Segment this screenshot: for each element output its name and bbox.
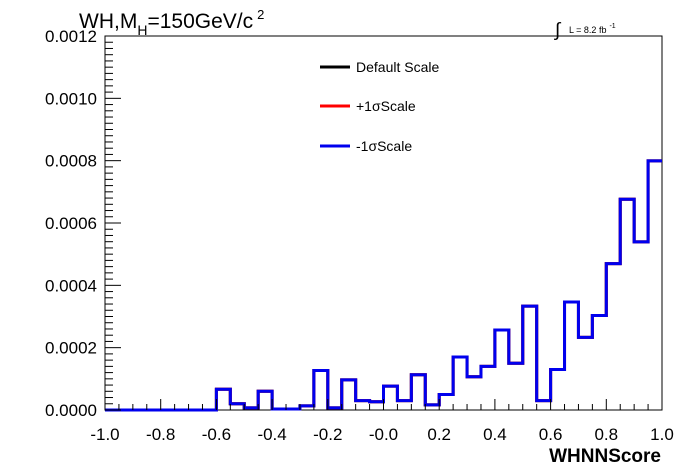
- series-layer: [105, 159, 662, 412]
- y-tick-label: 0.0012: [45, 27, 97, 46]
- chart-title: WH,MH=150GeV/c 2: [79, 7, 264, 38]
- x-tick-label: 0.8: [594, 425, 618, 444]
- x-tick-label: -0.6: [202, 425, 231, 444]
- legend: Default Scale +1σScale -1σScale: [320, 59, 439, 154]
- y-tick-label: 0.0000: [45, 401, 97, 420]
- y-tick-label: 0.0008: [45, 152, 97, 171]
- y-tick-label: 0.0004: [45, 276, 97, 295]
- luminosity-label: L = 8.2 fb -1: [569, 23, 616, 35]
- legend-label-minus1sigma: -1σScale: [356, 138, 412, 154]
- x-tick-label: 0.4: [483, 425, 507, 444]
- x-tick-label: -0.8: [146, 425, 175, 444]
- x-tick-label: 0.2: [427, 425, 451, 444]
- x-axis-title: WHNNScore: [549, 446, 661, 467]
- x-axis: -1.0 -0.8 -0.6 -0.4 -0.2 -0.0 0.2 0.4 0.6 0.8 1.0: [90, 399, 674, 444]
- x-tick-label: 1.0: [650, 425, 674, 444]
- legend-label-plus1sigma: +1σScale: [356, 98, 416, 114]
- y-axis: 0.0000 0.0002 0.0004 0.0006 0.0008 0.0010 0.00…: [45, 27, 121, 420]
- x-tick-label: 0.6: [539, 425, 563, 444]
- y-tick-label: 0.0010: [45, 89, 97, 108]
- y-tick-label: 0.0002: [45, 339, 97, 358]
- x-tick-label: -0.0: [369, 425, 398, 444]
- y-tick-label: 0.0006: [45, 214, 97, 233]
- x-tick-label: -0.4: [257, 425, 286, 444]
- x-tick-label: -0.2: [313, 425, 342, 444]
- x-tick-label: -1.0: [90, 425, 119, 444]
- integral-symbol: ∫: [554, 20, 562, 41]
- legend-label-default: Default Scale: [356, 59, 439, 75]
- series-minus1sigma-scale: [105, 159, 662, 412]
